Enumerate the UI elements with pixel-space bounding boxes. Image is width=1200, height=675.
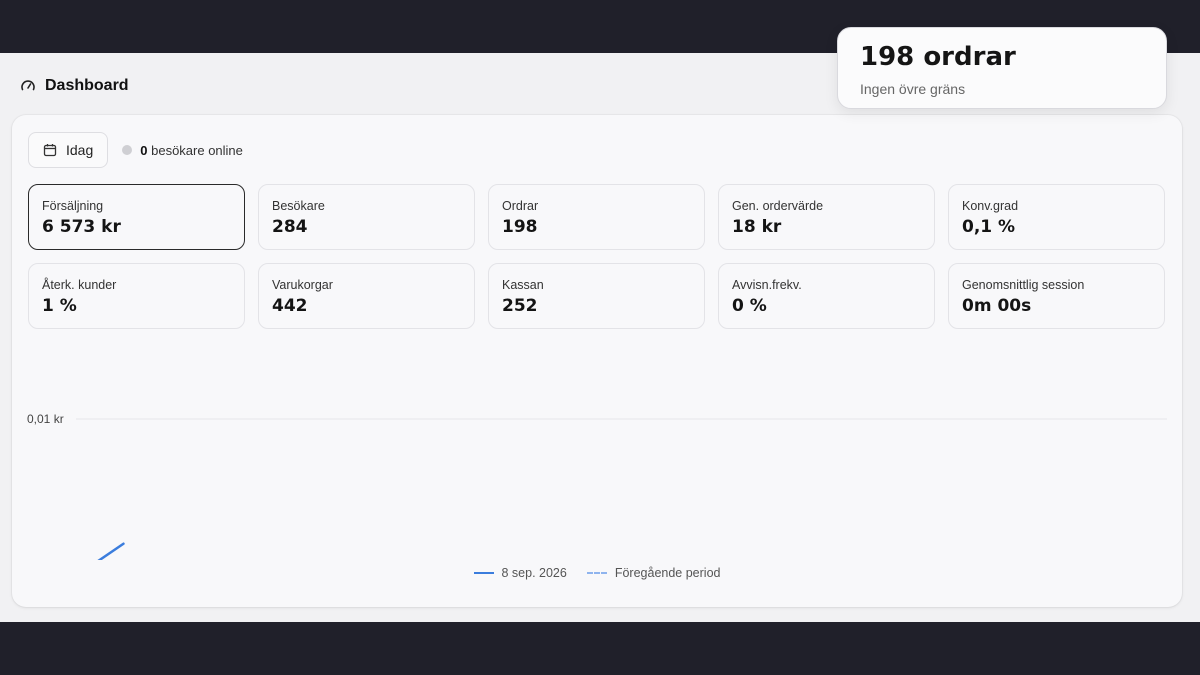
date-range-button[interactable]: Idag [28, 132, 109, 168]
date-range-label: Idag [66, 142, 94, 158]
metric-card-returning-customers[interactable]: Återk. kunder 1 % [28, 263, 245, 329]
legend-swatch-solid [473, 572, 494, 574]
metric-card-checkout[interactable]: Kassan 252 [488, 263, 705, 329]
metric-value: 0 % [732, 296, 767, 316]
metric-label: Försäljning [42, 199, 104, 213]
chart-legend: 8 sep. 2026 Föregående period [12, 566, 1182, 580]
metric-label: Konv.grad [962, 199, 1019, 213]
online-status: 0 besökare online [122, 143, 243, 158]
metric-label: Besökare [272, 199, 325, 213]
metric-value: 198 [502, 217, 538, 237]
metric-label: Ordrar [502, 199, 539, 213]
metric-card-avg-order-value[interactable]: Gen. ordervärde 18 kr [718, 184, 935, 250]
metric-card-sales[interactable]: Försäljning 6 573 kr [28, 184, 245, 250]
legend-item-previous[interactable]: Föregående period [586, 566, 721, 580]
calendar-icon [43, 144, 57, 157]
metric-label: Genomsnittlig session [962, 278, 1085, 292]
dashboard-app: Dashboard Idag 0 besökare online Försälj… [0, 53, 1200, 622]
series-line-current [97, 542, 125, 560]
online-status-dot [122, 145, 133, 155]
toolbar: Idag 0 besökare online [28, 132, 243, 168]
metric-card-visitors[interactable]: Besökare 284 [258, 184, 475, 250]
metric-label: Avvisn.frekv. [732, 278, 802, 292]
toast-notification: 198 ordrar Ingen övre gräns [837, 27, 1167, 109]
metric-value: 18 kr [732, 217, 782, 237]
metric-label: Varukorgar [272, 278, 333, 292]
metric-card-conversion-rate[interactable]: Konv.grad 0,1 % [948, 184, 1165, 250]
metric-value: 0,1 % [962, 217, 1016, 237]
bottom-frame [0, 622, 1200, 675]
metric-value: 442 [272, 296, 308, 316]
metrics-grid: Försäljning 6 573 kr Besökare 284 Ordrar… [28, 184, 1165, 329]
metric-card-avg-session[interactable]: Genomsnittlig session 0m 00s [948, 263, 1165, 329]
toast-subtitle: Ingen övre gräns [860, 81, 966, 97]
gauge-icon [21, 80, 35, 91]
legend-label-current: 8 sep. 2026 [501, 566, 567, 580]
legend-label-previous: Föregående period [614, 566, 721, 580]
metric-label: Återk. kunder [42, 278, 117, 292]
metric-card-carts[interactable]: Varukorgar 442 [258, 263, 475, 329]
sales-chart: 0,01 kr0 kr00:0003:0006:0009:0012:0015:0… [27, 412, 1167, 560]
page-header: Dashboard [20, 77, 129, 95]
legend-item-current[interactable]: 8 sep. 2026 [473, 566, 567, 580]
metric-value: 284 [272, 217, 308, 237]
metric-card-bounce-rate[interactable]: Avvisn.frekv. 0 % [718, 263, 935, 329]
metric-value: 252 [502, 296, 538, 316]
toast-title: 198 ordrar [860, 42, 1016, 72]
metric-label: Gen. ordervärde [732, 199, 824, 213]
online-count: 0 [140, 142, 148, 158]
page-title: Dashboard [45, 77, 129, 94]
legend-swatch-dashed [586, 572, 607, 574]
metric-value: 0m 00s [962, 296, 1032, 316]
y-tick-label: 0,01 kr [27, 412, 64, 426]
metric-value: 1 % [42, 296, 77, 316]
metric-label: Kassan [502, 278, 544, 292]
online-text: besökare online [151, 142, 243, 158]
metric-value: 6 573 kr [42, 217, 121, 237]
metric-card-orders[interactable]: Ordrar 198 [488, 184, 705, 250]
dashboard-card: Idag 0 besökare online Försäljning 6 573… [12, 115, 1182, 607]
